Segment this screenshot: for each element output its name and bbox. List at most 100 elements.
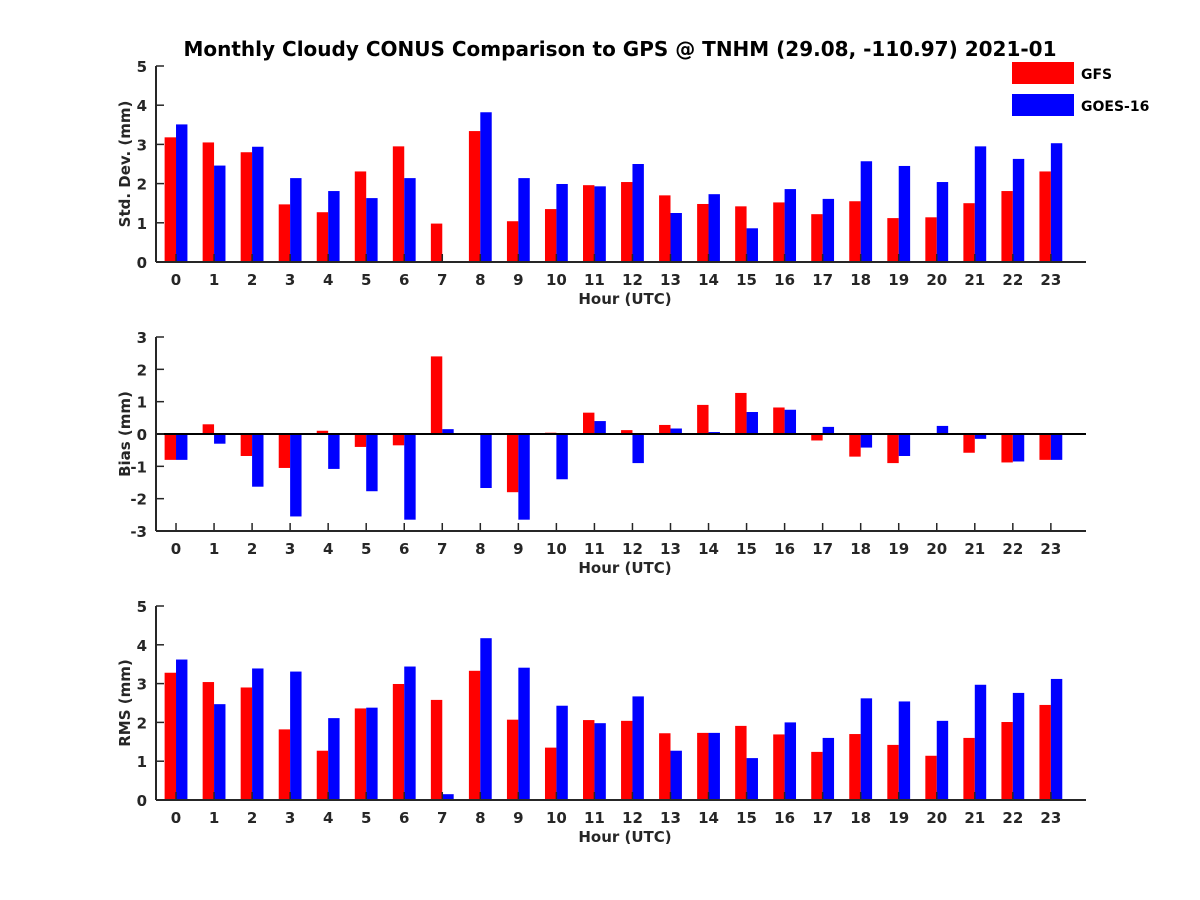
bar-gfs-hour-1 bbox=[202, 682, 215, 800]
x-tick-label: 22 bbox=[1002, 540, 1023, 558]
x-tick-label: 12 bbox=[622, 540, 643, 558]
x-tick-label: 3 bbox=[285, 809, 295, 827]
bar-goes-16-hour-9 bbox=[518, 434, 530, 520]
x-tick-label: 11 bbox=[584, 540, 605, 558]
y-tick-label: -3 bbox=[130, 523, 147, 541]
bar-gfs-hour-21 bbox=[963, 203, 975, 262]
y-tick-label: 5 bbox=[137, 58, 147, 76]
x-tick-label: 11 bbox=[584, 271, 605, 289]
bar-goes-16-hour-13 bbox=[670, 213, 682, 262]
bar-goes-16-hour-0 bbox=[176, 434, 188, 460]
bar-gfs-hour-17 bbox=[811, 434, 823, 441]
x-tick-label: 13 bbox=[660, 809, 681, 827]
bar-gfs-hour-9 bbox=[506, 221, 519, 262]
bar-goes-16-hour-16 bbox=[784, 722, 797, 800]
bar-goes-16-hour-21 bbox=[974, 434, 987, 439]
bar-goes-16-hour-17 bbox=[822, 426, 835, 434]
bar-gfs-hour-23 bbox=[1039, 704, 1051, 800]
x-tick-label: 10 bbox=[546, 271, 567, 289]
y-tick-label: 1 bbox=[137, 215, 147, 233]
bar-goes-16-hour-8 bbox=[480, 112, 492, 262]
x-tick-label: 14 bbox=[698, 809, 719, 827]
bar-gfs-hour-4 bbox=[316, 750, 329, 800]
bar-goes-16-hour-8 bbox=[480, 638, 492, 800]
x-tick-label: 4 bbox=[323, 809, 333, 827]
x-tick-label: 9 bbox=[513, 271, 523, 289]
bar-gfs-hour-2 bbox=[240, 434, 253, 456]
bar-gfs-hour-0 bbox=[164, 672, 177, 800]
bar-goes-16-hour-15 bbox=[746, 412, 758, 434]
bar-gfs-hour-14 bbox=[697, 203, 709, 262]
y-tick-label: 4 bbox=[137, 637, 147, 655]
x-tick-label: 15 bbox=[736, 271, 757, 289]
x-tick-label: 8 bbox=[475, 809, 485, 827]
bar-goes-16-hour-5 bbox=[366, 434, 378, 492]
x-tick-label: 13 bbox=[660, 540, 681, 558]
bar-gfs-hour-19 bbox=[887, 744, 899, 800]
x-tick-label: 18 bbox=[850, 809, 871, 827]
bar-goes-16-hour-14 bbox=[708, 194, 720, 262]
x-tick-label: 8 bbox=[475, 540, 485, 558]
x-tick-label: 7 bbox=[437, 540, 447, 558]
x-tick-label: 18 bbox=[850, 271, 871, 289]
bar-gfs-hour-17 bbox=[811, 214, 823, 262]
bar-gfs-hour-6 bbox=[392, 146, 405, 262]
bar-gfs-hour-7 bbox=[430, 699, 443, 800]
x-tick-label: 20 bbox=[926, 809, 947, 827]
bar-goes-16-hour-0 bbox=[176, 124, 188, 262]
x-tick-label: 19 bbox=[888, 540, 909, 558]
x-tick-label: 19 bbox=[888, 809, 909, 827]
bar-gfs-hour-15 bbox=[735, 725, 747, 800]
bar-goes-16-hour-11 bbox=[594, 421, 606, 434]
bar-goes-16-hour-0 bbox=[176, 659, 188, 800]
bar-gfs-hour-6 bbox=[392, 434, 405, 446]
bar-goes-16-hour-15 bbox=[746, 758, 758, 800]
bar-gfs-hour-21 bbox=[963, 737, 975, 800]
bar-goes-16-hour-19 bbox=[898, 434, 911, 456]
x-tick-label: 14 bbox=[698, 271, 719, 289]
bar-goes-16-hour-4 bbox=[328, 718, 340, 800]
x-tick-label: 1 bbox=[209, 540, 219, 558]
x-axis-label: Hour (UTC) bbox=[578, 559, 671, 577]
bar-goes-16-hour-6 bbox=[404, 666, 416, 800]
x-tick-label: 2 bbox=[247, 809, 257, 827]
bar-goes-16-hour-15 bbox=[746, 228, 758, 262]
x-tick-label: 2 bbox=[247, 271, 257, 289]
bar-gfs-hour-8 bbox=[468, 670, 481, 800]
x-tick-label: 1 bbox=[209, 809, 219, 827]
x-tick-label: 10 bbox=[546, 540, 567, 558]
bar-goes-16-hour-19 bbox=[898, 165, 911, 262]
x-tick-label: 16 bbox=[774, 540, 795, 558]
bar-goes-16-hour-12 bbox=[632, 434, 644, 464]
x-tick-label: 9 bbox=[513, 809, 523, 827]
x-tick-label: 5 bbox=[361, 809, 371, 827]
bar-goes-16-hour-6 bbox=[404, 434, 416, 520]
x-tick-label: 16 bbox=[774, 809, 795, 827]
bar-gfs-hour-5 bbox=[354, 434, 367, 447]
bar-gfs-hour-12 bbox=[621, 430, 633, 434]
bar-goes-16-hour-21 bbox=[974, 684, 987, 800]
y-tick-label: 3 bbox=[137, 676, 147, 694]
x-tick-label: 3 bbox=[285, 540, 295, 558]
bar-goes-16-hour-3 bbox=[290, 671, 302, 800]
bar-gfs-hour-0 bbox=[164, 137, 177, 262]
bar-goes-16-hour-10 bbox=[556, 705, 568, 800]
y-tick-label: 3 bbox=[137, 329, 147, 347]
x-tick-label: 12 bbox=[622, 271, 643, 289]
legend-swatch-goes-16 bbox=[1012, 94, 1074, 116]
bar-goes-16-hour-12 bbox=[632, 696, 644, 800]
bar-goes-16-hour-1 bbox=[214, 434, 226, 444]
y-tick-label: 2 bbox=[137, 714, 147, 732]
bar-gfs-hour-9 bbox=[506, 434, 519, 493]
bar-gfs-hour-2 bbox=[240, 152, 253, 262]
x-tick-label: 4 bbox=[323, 271, 333, 289]
bar-gfs-hour-9 bbox=[506, 719, 519, 800]
bar-goes-16-hour-6 bbox=[404, 178, 416, 262]
y-tick-label: 5 bbox=[137, 598, 147, 616]
bar-gfs-hour-17 bbox=[811, 751, 823, 800]
bar-gfs-hour-1 bbox=[202, 142, 215, 262]
x-tick-label: 17 bbox=[812, 540, 833, 558]
bar-gfs-hour-18 bbox=[849, 201, 861, 262]
